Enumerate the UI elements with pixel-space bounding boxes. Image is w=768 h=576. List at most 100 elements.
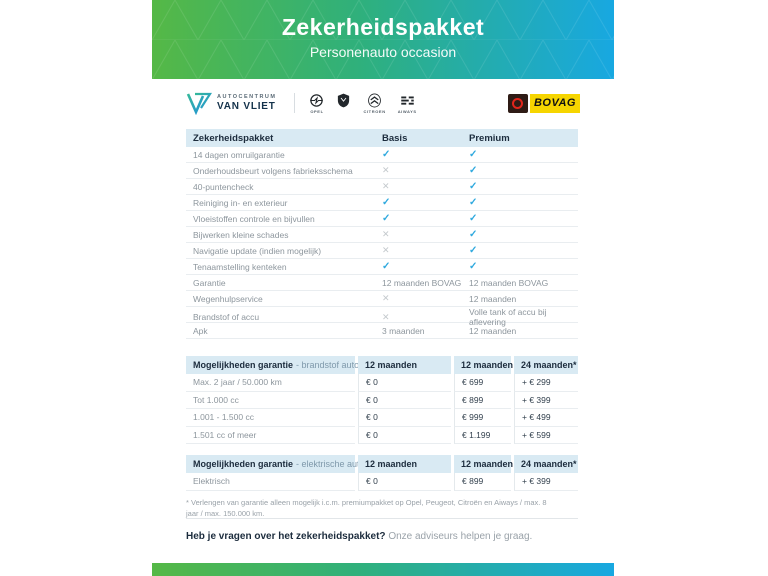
citroen-logo: CITROEN: [363, 93, 385, 114]
table-cell: 12 maanden BOVAG: [462, 278, 578, 288]
price-cell: € 0: [358, 426, 451, 444]
check-icon: ✓: [382, 149, 391, 160]
row-label: 1.001 - 1.500 cc: [186, 409, 355, 427]
table-row: Max. 2 jaar / 50.000 km € 0 € 699 + € 299: [186, 374, 578, 392]
price-cell: € 0: [358, 409, 451, 427]
check-icon: ✓: [382, 213, 391, 224]
peugeot-shield-icon: [338, 93, 350, 107]
row-label: 1.501 cc of meer: [186, 427, 355, 444]
row-label: 40-puntencheck: [193, 181, 254, 192]
price-cell: € 899: [454, 473, 511, 491]
fuel-col-3: 24 maanden*: [514, 356, 578, 374]
flyer-content: Zekerheidspakket Personenauto occasion A…: [152, 0, 614, 576]
citroen-chevrons-icon: [368, 93, 381, 107]
row-label: Onderhoudsbeurt volgens fabrieksschema: [193, 165, 353, 176]
table-cell: ✕: [375, 229, 462, 240]
table-cell: 12 maanden: [462, 326, 578, 336]
price-cell: € 0: [358, 473, 451, 491]
price-cell: + € 299: [514, 374, 578, 392]
check-icon: ✓: [469, 245, 478, 256]
table-cell: ✓: [462, 197, 578, 208]
table-cell: ✓: [462, 181, 578, 192]
page-subtitle: Personenauto occasion: [309, 44, 457, 60]
table-cell: ✕: [375, 293, 462, 304]
fuel-warranty-title: Mogelijkheden garantie - brandstof auto: [186, 356, 359, 374]
table-cell: ✕: [375, 312, 462, 323]
table-cell: ✓: [462, 229, 578, 240]
table-row: Bijwerken kleine schades ✕ ✓: [186, 227, 578, 243]
row-label: Apk: [193, 325, 208, 336]
divider-line: [186, 518, 578, 519]
table-cell: Volle tank of accu bij aflevering: [462, 307, 578, 327]
electric-col-1: 12 maanden: [358, 455, 451, 473]
peugeot-logo: [336, 93, 351, 109]
table-cell: ✓: [462, 261, 578, 272]
cross-icon: ✕: [382, 311, 390, 322]
aiways-logo: AIWAYS: [398, 93, 417, 114]
price-cell: € 1.199: [454, 426, 511, 444]
table-row: 14 dagen omruilgarantie ✓ ✓: [186, 147, 578, 163]
vertical-divider: [294, 93, 296, 113]
bovag-label: BOVAG: [529, 93, 580, 113]
electric-warranty-body: Elektrisch € 0 € 899 + € 399: [186, 473, 578, 491]
car-brand-logos: OPEL CITROEN: [309, 93, 416, 114]
table-row: 40-puntencheck ✕ ✓: [186, 179, 578, 195]
branding-row: AUTOCENTRUM VAN VLIET OPEL: [186, 88, 580, 118]
price-cell: + € 399: [514, 473, 578, 491]
price-cell: + € 599: [514, 426, 578, 444]
electric-warranty-header: Mogelijkheden garantie - elektrische aut…: [186, 455, 578, 473]
triangle-pattern-decoration: [152, 0, 614, 79]
contact-question: Heb je vragen over het zekerheidspakket?…: [186, 531, 578, 542]
table-cell: ✓: [462, 245, 578, 256]
package-table-header: Zekerheidspakket Basis Premium: [186, 129, 578, 147]
row-label: Garantie: [193, 277, 226, 288]
table-row: Onderhoudsbeurt volgens fabrieksschema ✕ ✓: [186, 163, 578, 179]
table-cell: ✓: [462, 149, 578, 160]
row-label: Brandstof of accu: [193, 312, 260, 322]
row-label: Elektrisch: [186, 473, 355, 491]
table-cell: ✓: [375, 197, 462, 208]
fuel-warranty-body: Max. 2 jaar / 50.000 km € 0 € 699 + € 299 To…: [186, 374, 578, 444]
electric-warranty-title: Mogelijkheden garantie - elektrische aut…: [186, 455, 365, 473]
cell-value: 12 maanden: [469, 293, 517, 304]
table-cell: ✕: [375, 245, 462, 256]
fuel-col-1: 12 maanden: [358, 356, 451, 374]
page-title: Zekerheidspakket: [281, 14, 485, 40]
electric-col-3: 24 maanden*: [514, 455, 578, 473]
bovag-logo: BOVAG: [507, 93, 580, 113]
cross-icon: ✕: [382, 165, 390, 175]
table-cell: ✕: [375, 165, 462, 176]
check-icon: ✓: [382, 197, 391, 208]
footer-gradient-bar: [152, 563, 614, 576]
package-col-label: Zekerheidspakket: [193, 132, 274, 144]
bovag-icon: [507, 93, 528, 113]
table-row: Reiniging in- en exterieur ✓ ✓: [186, 195, 578, 211]
table-cell: ✕: [375, 181, 462, 192]
cell-value: 12 maanden BOVAG: [382, 277, 462, 288]
dealer-logo: AUTOCENTRUM VAN VLIET: [186, 91, 276, 115]
table-row: Apk 3 maanden 12 maanden: [186, 323, 578, 339]
table-cell: 12 maanden: [462, 294, 578, 304]
dealer-name: AUTOCENTRUM VAN VLIET: [217, 94, 276, 111]
price-cell: € 0: [358, 391, 451, 409]
check-icon: ✓: [469, 197, 478, 208]
table-row: Tot 1.000 cc € 0 € 899 + € 399: [186, 391, 578, 409]
package-table-body: 14 dagen omruilgarantie ✓ ✓ Onderhoudsbeurt…: [186, 147, 578, 339]
package-col-premium: Premium: [469, 132, 510, 144]
question-rest: Onze adviseurs helpen je graag.: [388, 531, 533, 542]
fuel-col-2: 12 maanden: [454, 356, 513, 374]
table-cell: ✓: [375, 213, 462, 224]
cell-value: 12 maanden: [469, 325, 517, 336]
cross-icon: ✕: [382, 181, 390, 191]
table-cell: ✓: [375, 149, 462, 160]
table-row: Brandstof of accu ✕ Volle tank of accu bij…: [186, 307, 578, 327]
price-cell: + € 399: [514, 391, 578, 409]
cross-icon: ✕: [382, 293, 390, 303]
van-vliet-logo-icon: [186, 92, 212, 115]
price-cell: € 699: [454, 374, 511, 392]
table-row: Elektrisch € 0 € 899 + € 399: [186, 473, 578, 491]
table-row: Vloeistoffen controle en bijvullen ✓ ✓: [186, 211, 578, 227]
cross-icon: ✕: [382, 229, 390, 239]
row-label: 14 dagen omruilgarantie: [193, 149, 285, 160]
